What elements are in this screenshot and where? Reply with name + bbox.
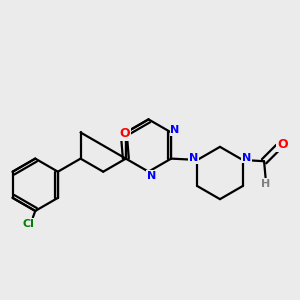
Text: O: O [277,138,288,151]
Text: Cl: Cl [23,219,35,229]
Text: N: N [189,153,198,163]
Text: N: N [147,171,156,181]
Text: H: H [261,179,270,189]
Text: N: N [242,152,251,163]
Text: O: O [119,127,130,140]
Text: N: N [170,125,180,135]
